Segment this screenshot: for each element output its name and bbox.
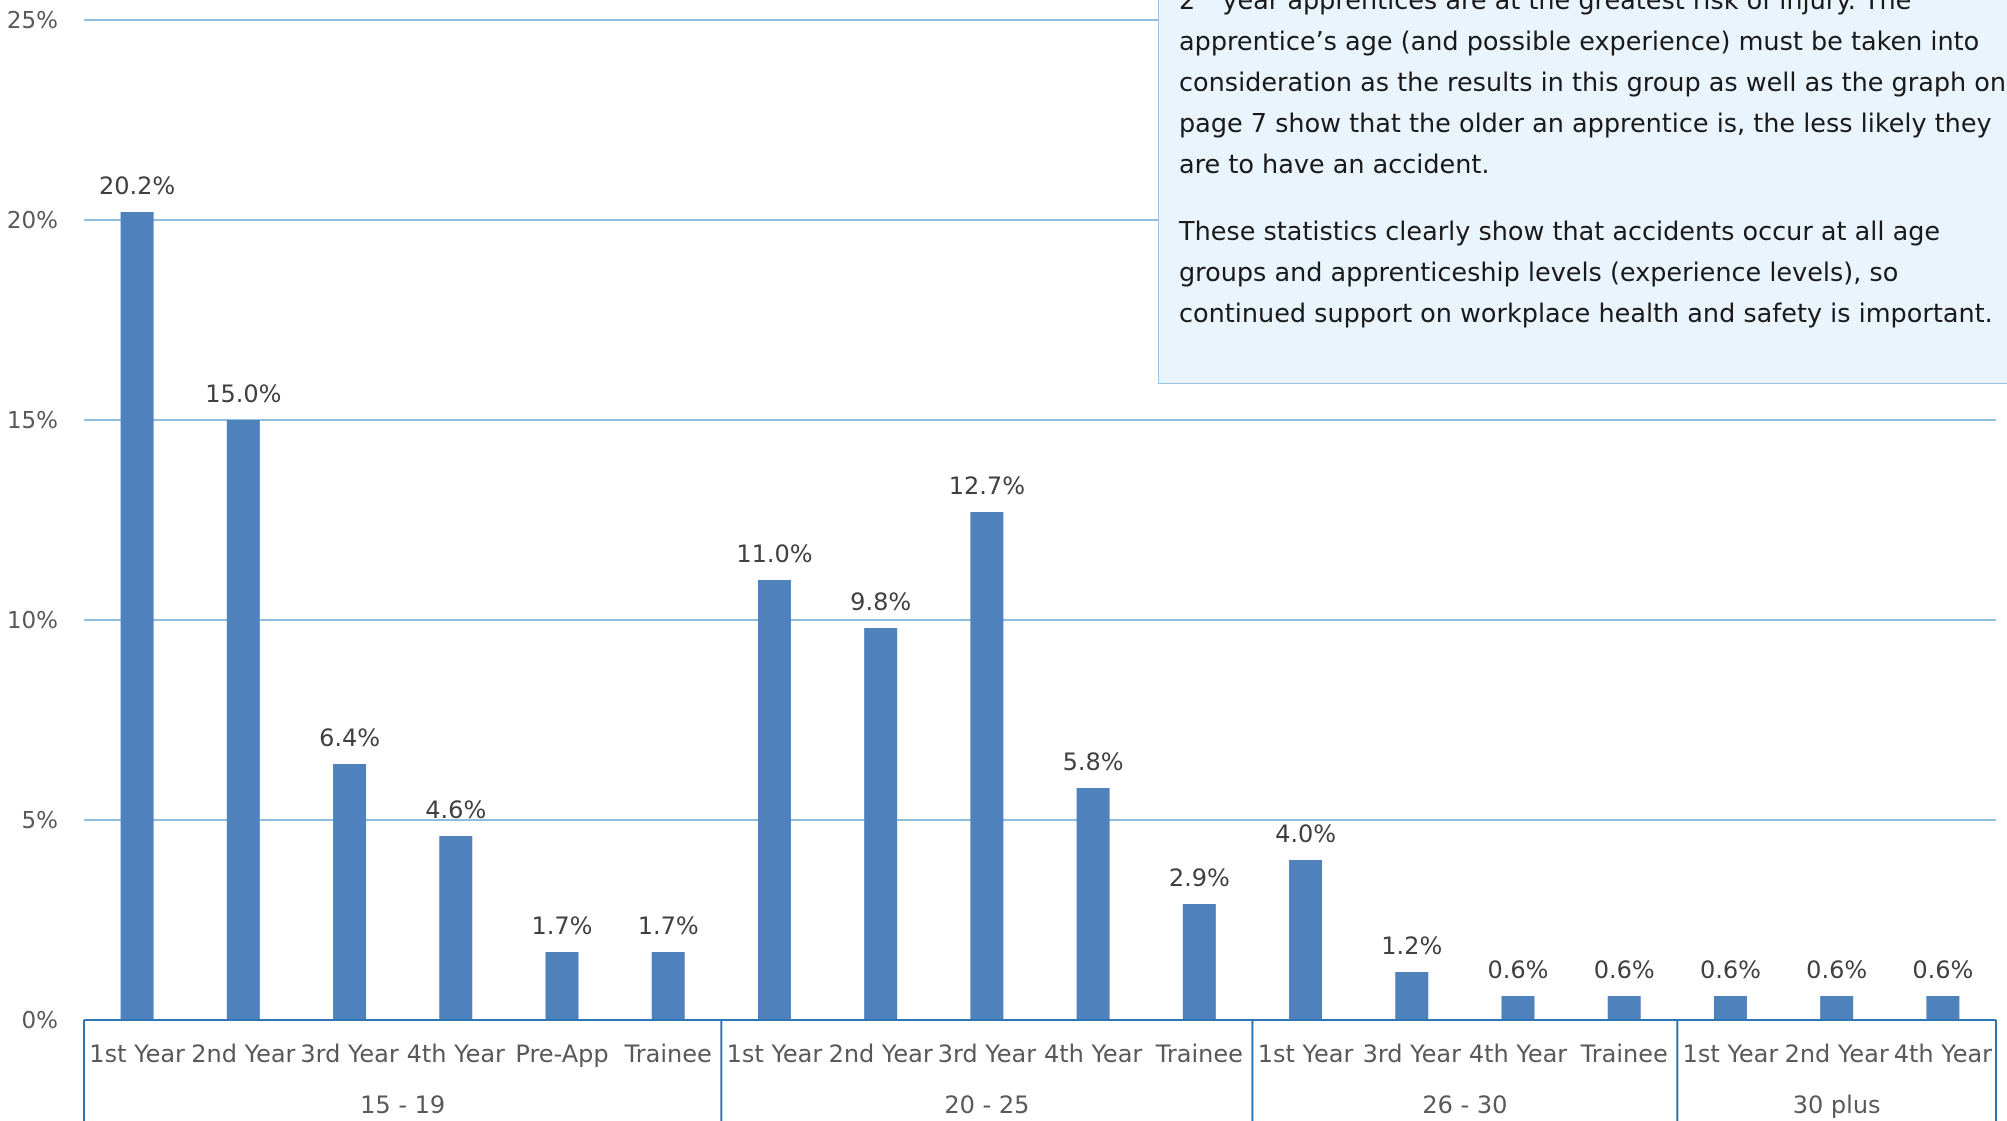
data-label: 5.8% <box>1063 748 1124 776</box>
note-paragraph-1: 2nd year apprentices are at the greatest… <box>1179 0 2007 186</box>
y-tick-label: 10% <box>7 608 58 634</box>
x-axis: 1st Year 2nd Year 3rd Year 4th Year Pre-App T… <box>83 1019 1997 1121</box>
y-axis: 0% 5% 10% 15% 20% 25% <box>7 8 58 1034</box>
category-label: 1st Year <box>727 1040 823 1068</box>
bar <box>864 628 898 1020</box>
category-label: 3rd Year <box>1363 1040 1462 1068</box>
note-ordinal-suffix: nd <box>1195 0 1214 2</box>
bar <box>1289 860 1323 1020</box>
bar <box>120 212 154 1020</box>
y-tick-label: 5% <box>22 808 59 834</box>
category-label: 4th Year <box>1469 1040 1567 1068</box>
category-label: Pre-App <box>515 1040 608 1068</box>
category-label: 2nd Year <box>1785 1040 1889 1068</box>
y-tick-label: 20% <box>7 208 58 234</box>
data-label: 1.7% <box>638 912 699 940</box>
category-label: 4th Year <box>1044 1040 1142 1068</box>
group-label: 26 - 30 <box>1422 1091 1507 1119</box>
note-text-1: year apprentices are at the greatest ris… <box>1179 0 2007 180</box>
group-label: 15 - 19 <box>360 1091 445 1119</box>
bar <box>1076 788 1110 1020</box>
data-label: 0.6% <box>1594 956 1655 984</box>
data-label: 0.6% <box>1806 956 1867 984</box>
category-label: 1st Year <box>89 1040 185 1068</box>
bar <box>1501 996 1535 1020</box>
bar <box>1926 996 1960 1020</box>
bar <box>757 580 791 1020</box>
data-label: 4.0% <box>1275 820 1336 848</box>
bar <box>1713 996 1747 1020</box>
data-label: 20.2% <box>99 172 175 200</box>
data-label: 2.9% <box>1169 864 1230 892</box>
group-label: 20 - 25 <box>944 1091 1029 1119</box>
data-label: 4.6% <box>425 796 486 824</box>
y-tick-label: 25% <box>7 8 58 34</box>
bar <box>226 420 260 1020</box>
category-label: 1st Year <box>1258 1040 1354 1068</box>
category-label: 4th Year <box>1894 1040 1992 1068</box>
data-label: 1.2% <box>1381 932 1442 960</box>
data-label: 1.7% <box>532 912 593 940</box>
bar <box>1395 972 1429 1020</box>
bar <box>545 952 579 1020</box>
category-label: 3rd Year <box>300 1040 399 1068</box>
category-label: Trainee <box>1155 1040 1243 1068</box>
data-label: 6.4% <box>319 724 380 752</box>
data-label: 12.7% <box>949 472 1025 500</box>
commentary-note: 2nd year apprentices are at the greatest… <box>1158 0 2007 384</box>
category-label: 2nd Year <box>191 1040 295 1068</box>
note-paragraph-2: These statistics clearly show that accid… <box>1179 217 1993 329</box>
category-label: Trainee <box>1580 1040 1668 1068</box>
category-label: 2nd Year <box>829 1040 933 1068</box>
group-label: 30 plus <box>1793 1091 1881 1119</box>
data-label: 9.8% <box>850 588 911 616</box>
bars: 20.2% 15.0% 6.4% 4.6% 1.7% 1.7% 11.0% 9.8% 12.7%… <box>99 172 1973 1020</box>
bar <box>651 952 685 1020</box>
category-label: 4th Year <box>407 1040 505 1068</box>
y-tick-label: 0% <box>22 1008 59 1034</box>
bar <box>1607 996 1641 1020</box>
category-label: 3rd Year <box>938 1040 1037 1068</box>
bar <box>970 512 1004 1020</box>
bar <box>1820 996 1854 1020</box>
data-label: 11.0% <box>736 540 812 568</box>
data-label: 0.6% <box>1488 956 1549 984</box>
y-tick-label: 15% <box>7 408 58 434</box>
data-label: 15.0% <box>205 380 281 408</box>
bar <box>439 836 473 1020</box>
data-label: 0.6% <box>1700 956 1761 984</box>
data-label: 0.6% <box>1912 956 1973 984</box>
bar <box>1182 904 1216 1020</box>
note-year-number: 2 <box>1179 0 1196 16</box>
category-label: 1st Year <box>1683 1040 1779 1068</box>
category-label: Trainee <box>624 1040 712 1068</box>
bar <box>333 764 367 1020</box>
